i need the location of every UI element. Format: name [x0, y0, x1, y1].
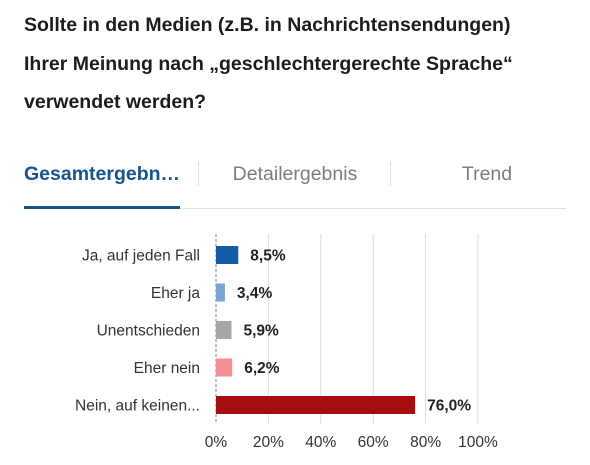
value-label: 76,0% — [427, 398, 471, 415]
category-label: Ja, auf jeden Fall — [82, 248, 200, 265]
tab-gesamtergebnis-label: Gesamtergebn… — [24, 163, 181, 185]
bar — [216, 283, 225, 302]
active-tab-indicator — [24, 206, 180, 209]
category-label: Eher ja — [151, 285, 200, 302]
category-label: Eher nein — [134, 360, 200, 377]
tick-label: 40% — [305, 434, 336, 451]
tick-label: 80% — [410, 434, 441, 451]
tab-trend-label: Trend — [461, 163, 513, 185]
tick-label: 20% — [253, 434, 284, 451]
tab-trend[interactable]: Trend — [392, 150, 582, 208]
tab-divider — [390, 162, 391, 186]
question-line-2: Ihrer Meinung nach „geschlechtergerechte… — [24, 52, 513, 75]
question-line-1: Sollte in den Medien (z.B. in Nachrichte… — [24, 14, 511, 36]
tab-divider — [198, 162, 199, 186]
bar — [216, 321, 232, 339]
tab-detailergebnis-label: Detailergebnis — [232, 163, 358, 185]
value-label: 3,4% — [237, 285, 273, 302]
category-label: Nein, auf keinen... — [75, 398, 200, 415]
bar — [216, 358, 233, 377]
tick-label: 100% — [458, 434, 498, 451]
tab-gesamtergebnis[interactable]: Gesamtergebn… — [24, 150, 180, 208]
tab-detailergebnis[interactable]: Detailergebnis — [200, 150, 390, 208]
question-line-3: verwendet werden? — [24, 91, 207, 113]
question-text: Sollte in den Medien (z.B. in Nachrichte… — [24, 6, 574, 122]
tick-label: 60% — [358, 434, 389, 451]
value-label: 8,5% — [250, 248, 286, 265]
tick-label: 0% — [205, 434, 228, 451]
result-tabs: Gesamtergebn… Detailergebnis Trend — [24, 150, 566, 209]
bar — [216, 396, 416, 414]
value-label: 6,2% — [244, 360, 280, 377]
category-label: Unentschieden — [97, 323, 200, 340]
value-label: 5,9% — [243, 323, 279, 340]
bar — [216, 246, 239, 264]
